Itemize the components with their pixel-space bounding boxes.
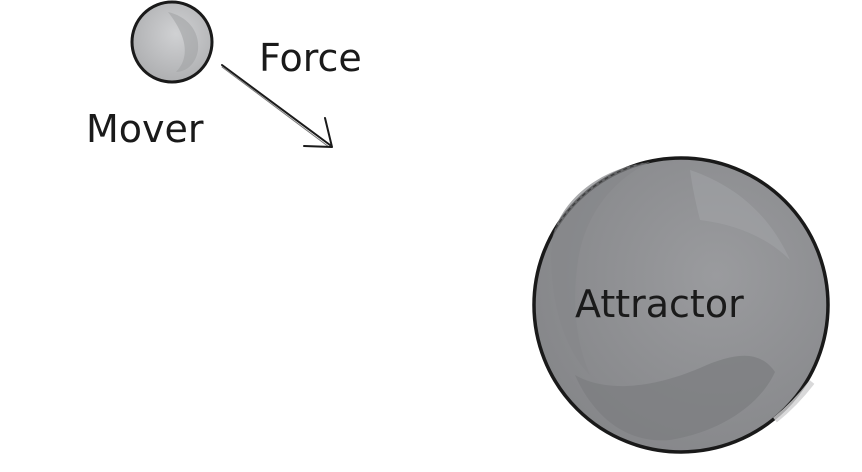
mover-circle bbox=[130, 0, 214, 84]
force-arrow bbox=[221, 64, 333, 148]
attractor-circle bbox=[532, 156, 830, 454]
mover-label: Mover bbox=[86, 107, 204, 151]
force-label: Force bbox=[259, 36, 362, 80]
attractor-label: Attractor bbox=[575, 282, 744, 326]
